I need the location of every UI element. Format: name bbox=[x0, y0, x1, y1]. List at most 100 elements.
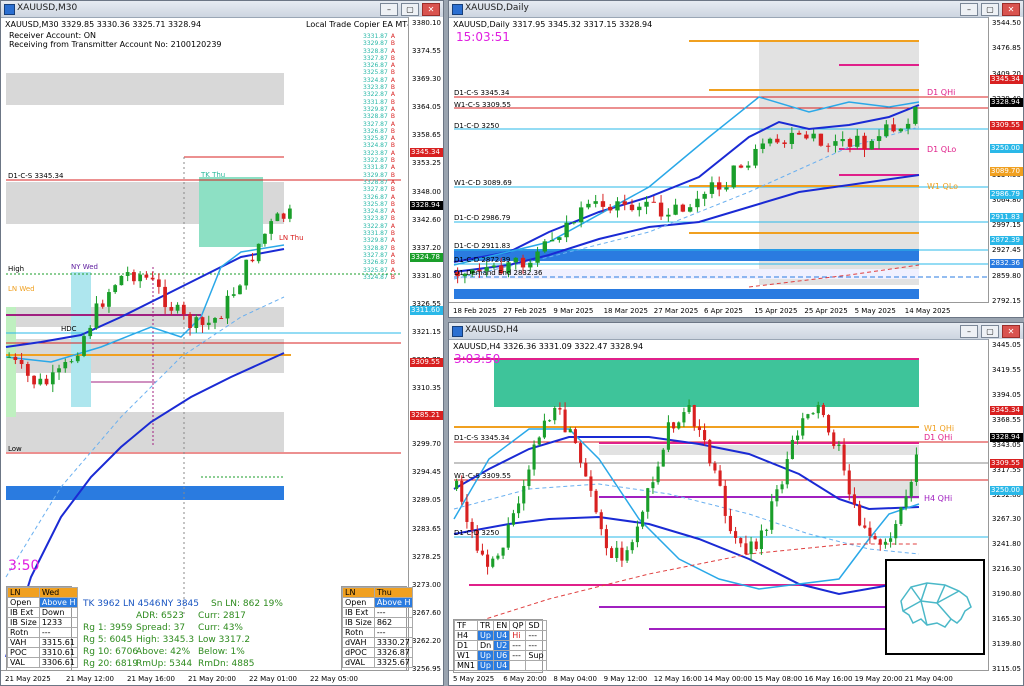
candle-body bbox=[169, 307, 174, 311]
rg20-stat: Rg 20: 6819 bbox=[83, 659, 139, 669]
candle-body bbox=[256, 243, 261, 262]
price-tick: 3294.45 bbox=[412, 468, 441, 477]
time-tick: 14 May 00:00 bbox=[704, 675, 753, 683]
candle-body bbox=[687, 405, 691, 413]
candle-body bbox=[156, 279, 161, 287]
m30-price-scale[interactable]: 3380.10 3374.55 3369.30 3364.05 3358.65 3353.… bbox=[408, 17, 443, 673]
candle-body bbox=[480, 550, 484, 555]
candle-body bbox=[491, 265, 497, 268]
maximize-button[interactable]: ▢ bbox=[981, 325, 999, 338]
copier-entry: 3322.87 A bbox=[363, 222, 395, 230]
close-button[interactable]: ✕ bbox=[422, 3, 440, 16]
candle-body bbox=[821, 405, 825, 416]
price-marker: 3089.70 bbox=[990, 166, 1023, 176]
candle-body bbox=[909, 481, 913, 497]
price-tick: 2792.15 bbox=[992, 297, 1021, 305]
copier-entry: 3328.87 A bbox=[363, 178, 395, 186]
candle-body bbox=[620, 547, 624, 561]
candle-body bbox=[579, 443, 583, 463]
m30-d1cs-label: D1-C-S 3345.34 bbox=[8, 172, 64, 180]
candle-body bbox=[82, 336, 86, 356]
candle-body bbox=[599, 512, 603, 530]
candle-body bbox=[94, 303, 99, 328]
candle-body bbox=[873, 536, 877, 540]
candle-body bbox=[194, 317, 199, 328]
copier-entry: 3327.87 B bbox=[363, 186, 395, 194]
daily-chart-window[interactable]: XAUUSD,Daily – ▢ ✕ 15:03:51 D1-C- bbox=[448, 0, 1024, 318]
candle-body bbox=[69, 361, 74, 363]
bear-icon bbox=[900, 582, 972, 628]
daily-price-scale[interactable]: 3544.503476.853409.203339.403271.853202.… bbox=[988, 17, 1023, 305]
price-tick: 3380.10 bbox=[412, 19, 441, 27]
chart-app-icon bbox=[452, 4, 463, 15]
maximize-button[interactable]: ▢ bbox=[401, 3, 419, 16]
h4-time-scale[interactable]: 5 May 2025 6 May 20:00 8 May 04:00 9 May 12… bbox=[449, 670, 989, 685]
candle-body bbox=[891, 124, 896, 132]
maximize-button[interactable]: ▢ bbox=[981, 3, 999, 16]
m30-titlebar[interactable]: XAUUSD,M30 – ▢ ✕ bbox=[1, 1, 443, 18]
m30-time-scale[interactable]: 21 May 2025 21 May 12:00 21 May 16:00 21 Ma… bbox=[1, 670, 409, 685]
candle-body bbox=[749, 541, 753, 555]
candle-body bbox=[765, 529, 769, 531]
candle-body bbox=[100, 303, 105, 307]
time-tick: 6 Apr 2025 bbox=[704, 307, 743, 315]
price-marker: 3328.94 bbox=[410, 200, 443, 210]
candle-body bbox=[32, 375, 36, 385]
candle-body bbox=[709, 182, 715, 194]
candle-body bbox=[528, 262, 533, 268]
m30-chart-window[interactable]: XAUUSD,M30 – ▢ ✕ bbox=[0, 0, 444, 686]
copier-entry: 3322.87 A bbox=[363, 91, 395, 99]
time-tick: 15 Apr 2025 bbox=[754, 307, 798, 315]
candle-body bbox=[537, 437, 541, 445]
ln-wed-panel: LN Wed Open Above H IB Ext Down IB Size 1233 Rot… bbox=[6, 586, 79, 671]
time-tick: 18 Mar 2025 bbox=[603, 307, 648, 315]
minimize-button[interactable]: – bbox=[380, 3, 398, 16]
close-button[interactable]: ✕ bbox=[1002, 325, 1020, 338]
low-label: Low bbox=[8, 445, 22, 453]
candle-body bbox=[175, 304, 180, 311]
candle-body bbox=[250, 259, 255, 262]
candle-body bbox=[651, 482, 655, 489]
candle-body bbox=[883, 541, 887, 545]
price-tick: 3273.00 bbox=[412, 580, 441, 589]
candle-body bbox=[754, 541, 758, 550]
candle-body bbox=[615, 547, 619, 559]
time-tick: 22 May 05:00 bbox=[310, 675, 359, 683]
candle-body bbox=[181, 304, 186, 315]
price-tick: 3364.05 bbox=[412, 103, 441, 112]
candle-body bbox=[150, 277, 155, 280]
close-button[interactable]: ✕ bbox=[1002, 3, 1020, 16]
minimize-button[interactable]: – bbox=[960, 325, 978, 338]
candle-body bbox=[486, 554, 490, 567]
candle-body bbox=[651, 201, 656, 203]
m30-chart-area[interactable]: D1-C-S 3345.34 TK Thu LN Thu High NY Wed… bbox=[1, 17, 407, 673]
candle-body bbox=[558, 407, 562, 410]
time-tick: 8 May 04:00 bbox=[553, 675, 597, 683]
minimize-button[interactable]: – bbox=[960, 3, 978, 16]
candle-body bbox=[680, 204, 686, 212]
time-tick: 9 Mar 2025 bbox=[553, 307, 594, 315]
candle-body bbox=[666, 214, 671, 217]
price-tick: 3326.55 bbox=[412, 299, 441, 308]
h4-candles bbox=[455, 399, 918, 575]
daily-time-scale[interactable]: 18 Feb 2025 27 Feb 2025 9 Mar 2025 18 Mar 2… bbox=[449, 302, 989, 317]
h4-chart-area[interactable]: 3:03:50 D1-C-S 3345.34 W1-C-S 3309.55 D1… bbox=[449, 339, 991, 673]
candle-body bbox=[553, 407, 557, 421]
h4-ohlc-info: XAUUSD,H4 3326.36 3331.09 3322.47 3328.9… bbox=[453, 342, 644, 351]
time-tick: 21 May 16:00 bbox=[127, 675, 176, 683]
candle-body bbox=[578, 207, 584, 223]
daily-chart-area[interactable]: 15:03:51 D1-C-S 3345.34 W1-C-S 3309.55 D… bbox=[449, 17, 991, 305]
high-stat: High: 3345.3 bbox=[136, 635, 195, 645]
candle-body bbox=[637, 206, 642, 211]
candle-body bbox=[899, 507, 903, 524]
low-stat: Low 3317.2 bbox=[198, 635, 251, 645]
h4-d1qhi-label: D1 QHi bbox=[924, 433, 952, 442]
h4-price-scale[interactable]: 3445.05 3419.55 3394.05 3368.55 3343.05 3317.… bbox=[988, 339, 1023, 673]
h4-chart-window[interactable]: XAUUSD,H4 – ▢ ✕ 3:03:50 D1-C-S 3345.34 W… bbox=[448, 322, 1024, 686]
candle-body bbox=[646, 488, 650, 512]
h4-titlebar[interactable]: XAUUSD,H4 – ▢ ✕ bbox=[449, 323, 1023, 340]
daily-d1cd-label: D1-C-D 3250 bbox=[454, 122, 499, 130]
daily-titlebar[interactable]: XAUUSD,Daily – ▢ ✕ bbox=[449, 1, 1023, 18]
daily-w1qlo-label: W1 QLo bbox=[927, 182, 958, 191]
candle-body bbox=[469, 269, 475, 274]
